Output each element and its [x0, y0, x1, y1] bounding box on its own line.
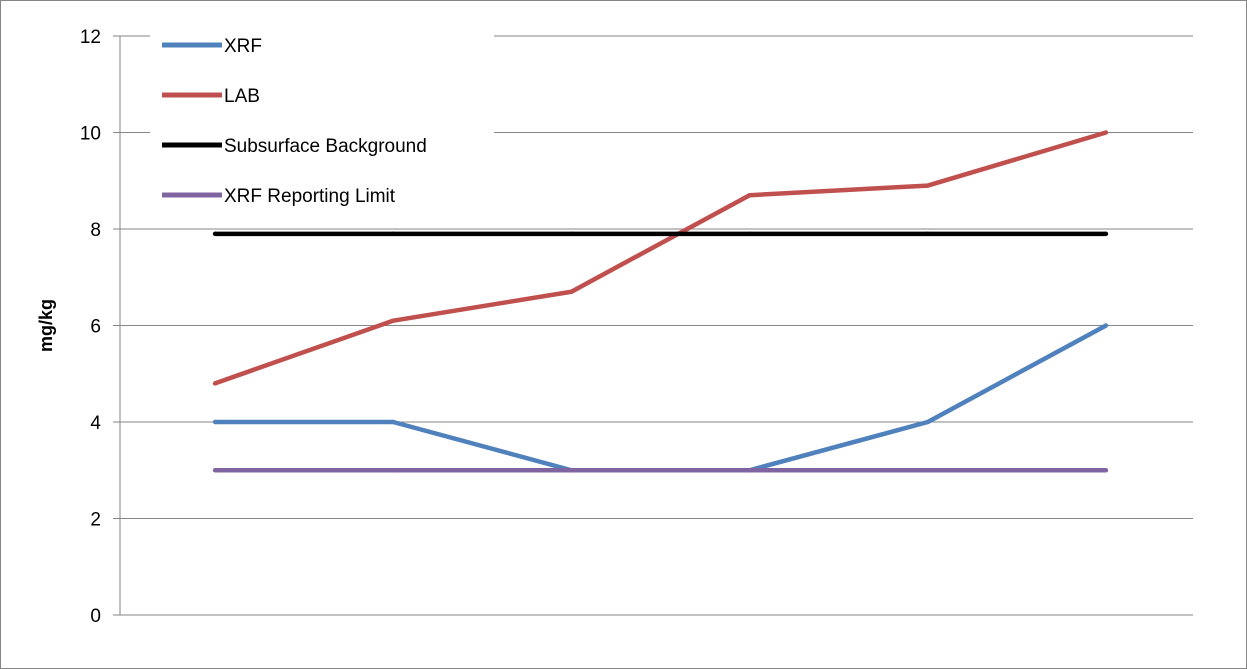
y-axis-tick-labels: 0 2 4 6 8 10 12 — [80, 27, 102, 627]
data-point-xrf-reporting-limit — [925, 468, 930, 473]
data-point-xrf-reporting-limit — [391, 468, 396, 473]
data-point-xrf-reporting-limit — [569, 468, 574, 473]
legend-label-xrf: XRF — [224, 36, 262, 57]
data-point-subsurface-background — [569, 231, 574, 237]
data-point-lab — [391, 318, 396, 323]
legend: XRF LAB Subsurface Background XRF Reporting… — [150, 22, 494, 212]
data-point-subsurface-background — [925, 231, 930, 237]
series-line-lab — [214, 130, 1107, 386]
data-point-subsurface-background — [1103, 231, 1109, 237]
data-point-xrf — [391, 419, 396, 425]
data-point-subsurface-background — [747, 231, 752, 237]
y-tick-label: 0 — [90, 606, 101, 627]
data-point-lab — [925, 183, 930, 188]
y-tick-label: 2 — [90, 510, 101, 531]
data-point-lab — [569, 289, 574, 294]
data-point-lab — [212, 381, 218, 386]
data-point-xrf — [925, 419, 930, 425]
y-axis-label: mg/kg — [36, 299, 56, 352]
data-point-lab — [747, 193, 752, 198]
series-line-xrf — [215, 323, 1108, 473]
data-point-xrf-reporting-limit — [1103, 468, 1109, 473]
legend-label-xrf-reporting-limit: XRF Reporting Limit — [224, 186, 396, 207]
data-point-xrf-reporting-limit — [747, 468, 752, 473]
data-point-subsurface-background — [391, 231, 396, 237]
legend-label-lab: LAB — [224, 86, 260, 107]
data-point-lab — [1103, 130, 1109, 135]
data-point-xrf — [212, 419, 218, 425]
y-tick-label: 6 — [90, 317, 101, 338]
data-point-xrf — [1103, 323, 1109, 328]
y-tick-label: 4 — [90, 413, 101, 434]
y-tick-label: 8 — [90, 220, 101, 241]
y-tick-label: 12 — [80, 27, 101, 48]
legend-background — [150, 22, 494, 212]
data-point-xrf-reporting-limit — [212, 468, 218, 473]
legend-label-subsurface-background: Subsurface Background — [224, 136, 427, 157]
series-lines — [212, 130, 1109, 473]
y-tick-label: 10 — [80, 124, 101, 145]
data-point-subsurface-background — [212, 231, 218, 237]
axes — [113, 35, 1193, 616]
